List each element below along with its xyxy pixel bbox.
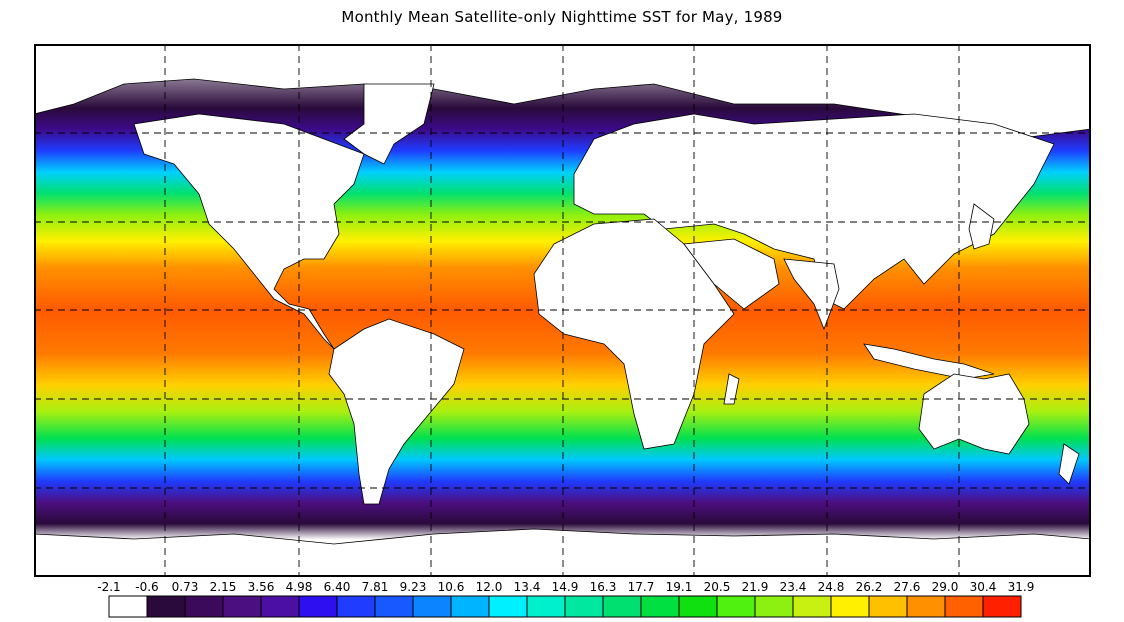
colorbar-tick-label: 27.6 (894, 580, 921, 594)
colorbar-tick-label: 13.4 (514, 580, 541, 594)
colorbar-swatch (146, 595, 186, 618)
colorbar-tick-label: 9.23 (400, 580, 427, 594)
colorbar-tick-label: 16.3 (590, 580, 617, 594)
colorbar: -2.1 -0.6 0.73 2.15 3.56 4.98 6.40 7.81 9.23 10.6… (97, 580, 1034, 618)
colorbar-swatch (982, 595, 1022, 618)
colorbar-tick-label: -0.6 (135, 580, 158, 594)
colorbar-tick-label: 20.5 (704, 580, 731, 594)
landmasses (34, 44, 1091, 577)
colorbar-swatch (298, 595, 338, 618)
colorbar-swatch (260, 595, 300, 618)
colorbar-swatch (450, 595, 490, 618)
colorbar-swatch (602, 595, 642, 618)
colorbar-tick-label: 21.9 (742, 580, 769, 594)
colorbar-labels: -2.1 -0.6 0.73 2.15 3.56 4.98 6.40 7.81 9.23 10.6… (97, 580, 1034, 594)
colorbar-tick-label: 0.73 (172, 580, 199, 594)
colorbar-tick-label: 29.0 (932, 580, 959, 594)
landmass-south-america (328, 318, 465, 505)
colorbar-swatch (222, 595, 262, 618)
colorbar-tick-label: 17.7 (628, 580, 655, 594)
landmass-madagascar (723, 373, 740, 405)
colorbar-tick-label: 4.98 (286, 580, 313, 594)
colorbar-swatch (792, 595, 832, 618)
colorbar-swatch (336, 595, 376, 618)
colorbar-tick-label: 12.0 (476, 580, 503, 594)
colorbar-swatch (868, 595, 908, 618)
landmass-japan (968, 203, 995, 250)
map-frame (34, 44, 1091, 577)
landmass-indonesia (863, 343, 995, 380)
graticule (34, 44, 1091, 577)
colorbar-swatch (184, 595, 224, 618)
colorbar-tick-label: 14.9 (552, 580, 579, 594)
colorbar-swatch (526, 595, 566, 618)
landmass-australia (918, 373, 1030, 455)
colorbar-tick-label: 31.9 (1008, 580, 1035, 594)
colorbar-swatches (108, 595, 1022, 618)
colorbar-tick-label: 23.4 (780, 580, 807, 594)
colorbar-swatch (564, 595, 604, 618)
sst-map (34, 44, 1091, 577)
landmass-india (783, 258, 840, 331)
colorbar-tick-label: 19.1 (666, 580, 693, 594)
colorbar-tick-label: 3.56 (248, 580, 275, 594)
colorbar-tick-label: -2.1 (97, 580, 120, 594)
colorbar-swatch (944, 595, 984, 618)
colorbar-swatch (640, 595, 680, 618)
colorbar-swatch (374, 595, 414, 618)
colorbar-swatch (678, 595, 718, 618)
colorbar-swatch (412, 595, 452, 618)
landmass-new-zealand (1058, 443, 1080, 485)
colorbar-tick-label: 24.8 (818, 580, 845, 594)
colorbar-swatch (488, 595, 528, 618)
colorbar-tick-label: 30.4 (970, 580, 997, 594)
landmass-arabia (683, 238, 780, 310)
colorbar-swatch (830, 595, 870, 618)
landmass-north-america (133, 113, 365, 350)
colorbar-swatch (716, 595, 756, 618)
map-title: Monthly Mean Satellite-only Nighttime SS… (341, 8, 783, 26)
colorbar-swatch (108, 595, 148, 618)
colorbar-swatch (754, 595, 794, 618)
landmass-africa (533, 218, 735, 450)
colorbar-tick-label: 6.40 (324, 580, 351, 594)
colorbar-tick-label: 26.2 (856, 580, 883, 594)
landmass-eurasia (573, 113, 1055, 310)
colorbar-swatch (906, 595, 946, 618)
colorbar-tick-label: 10.6 (438, 580, 465, 594)
colorbar-tick-label: 2.15 (210, 580, 237, 594)
colorbar-tick-label: 7.81 (362, 580, 389, 594)
